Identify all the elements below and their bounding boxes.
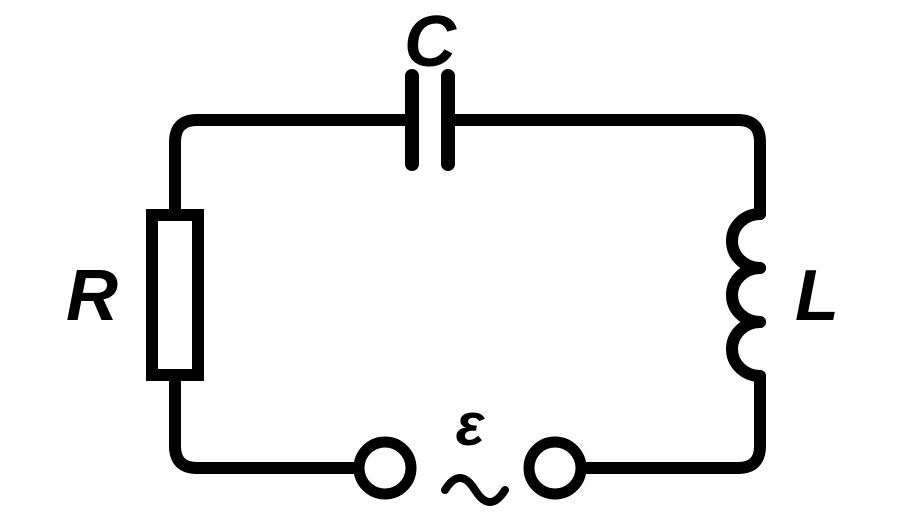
wire-top-left: [175, 120, 412, 215]
capacitor-label: C: [404, 2, 457, 82]
inductor-label: L: [795, 256, 839, 336]
inductor-loop-3: [732, 322, 760, 376]
wire-top-right: [448, 120, 760, 205]
ac-source-glyph: [445, 478, 505, 502]
wire-bottom-right: [581, 385, 760, 468]
rlc-circuit-diagram: C R L ε: [0, 0, 902, 528]
source-label: ε: [456, 391, 486, 458]
resistor: [152, 215, 198, 375]
terminal-left: [359, 442, 411, 494]
resistor-label: R: [66, 256, 118, 336]
wire-bottom-left: [175, 375, 359, 468]
inductor-loop-2: [732, 268, 760, 322]
inductor-loop-1: [732, 214, 760, 268]
terminal-right: [529, 442, 581, 494]
